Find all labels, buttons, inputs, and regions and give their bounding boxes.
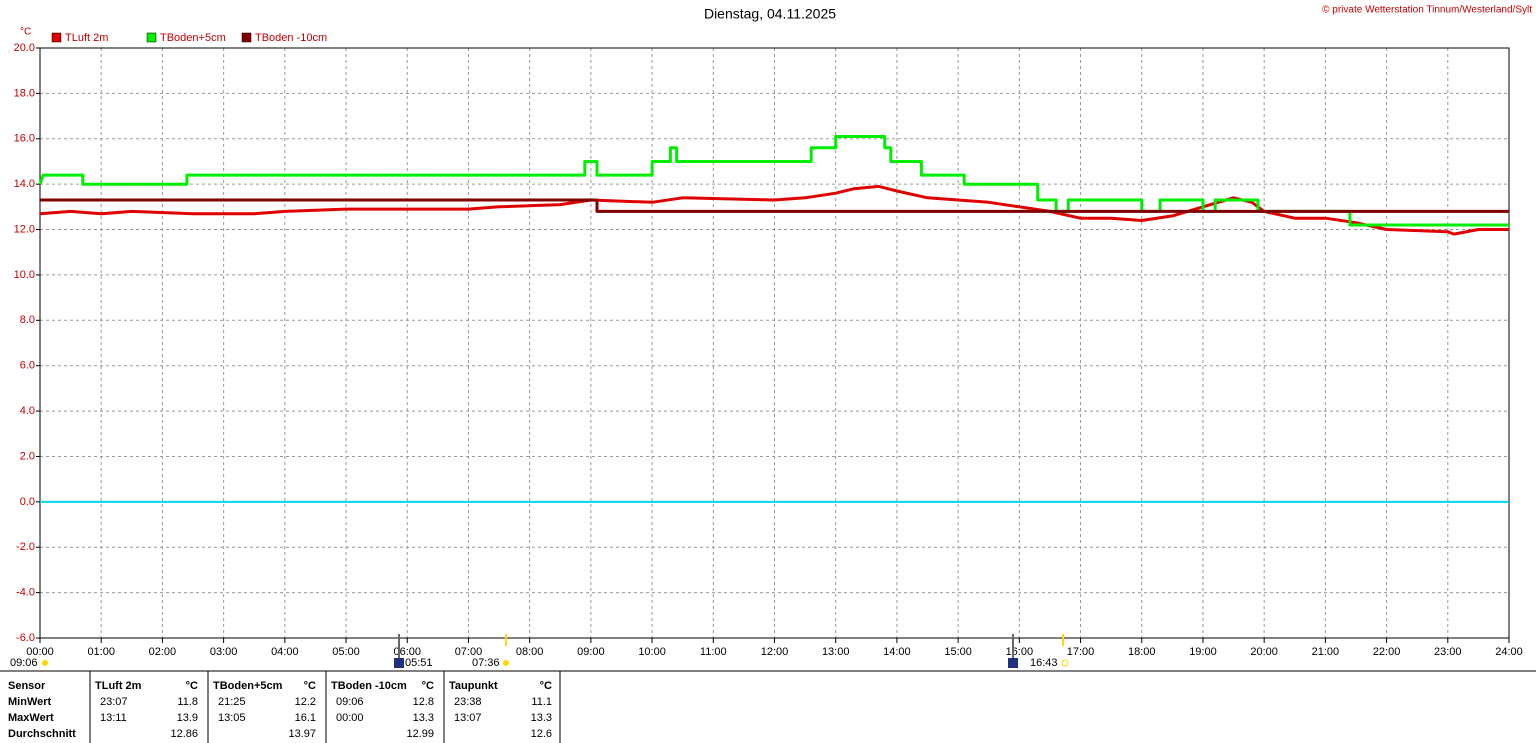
table-cell: 12.8	[413, 696, 434, 708]
x-tick-label: 16:00	[1006, 646, 1034, 658]
table-header: °C	[304, 680, 316, 692]
x-tick-label: 15:00	[944, 646, 972, 658]
y-tick-label: -4.0	[16, 587, 35, 599]
x-tick-label: 23:00	[1434, 646, 1462, 658]
row-label: Durchschnitt	[8, 728, 76, 740]
x-tick-label: 24:00	[1495, 646, 1523, 658]
table-cell: 13:05	[218, 712, 246, 724]
x-tick-label: 05:00	[332, 646, 360, 658]
y-tick-label: 16.0	[14, 133, 35, 145]
annotation: 16:43	[1030, 657, 1058, 669]
table-cell: 13.3	[413, 712, 434, 724]
legend-label: TBoden+5cm	[160, 32, 226, 44]
x-tick-label: 07:00	[455, 646, 483, 658]
y-tick-label: 12.0	[14, 223, 35, 235]
table-cell: 12.2	[295, 696, 316, 708]
annotation: 05:51	[405, 657, 433, 669]
sun-icon	[42, 660, 48, 666]
table-cell: 12.99	[406, 728, 434, 740]
table-cell: 23:38	[454, 696, 482, 708]
table-header: °C	[186, 680, 198, 692]
table-header: °C	[540, 680, 552, 692]
table-cell: 13.97	[288, 728, 316, 740]
row-label: MaxWert	[8, 712, 54, 724]
x-tick-label: 04:00	[271, 646, 299, 658]
sun-icon	[503, 660, 509, 666]
plot-border	[39, 47, 1510, 639]
x-tick-label: 08:00	[516, 646, 544, 658]
y-tick-label: 18.0	[14, 87, 35, 99]
table-header: °C	[422, 680, 434, 692]
x-tick-label: 17:00	[1067, 646, 1095, 658]
table-header: Sensor	[8, 680, 46, 692]
y-tick-label: 20.0	[14, 42, 35, 54]
table-cell: 11.1	[531, 696, 552, 708]
legend-label: TBoden -10cm	[255, 32, 327, 44]
y-tick-label: 8.0	[20, 314, 35, 326]
table-header: TBoden+5cm	[213, 680, 283, 692]
moon-icon	[1008, 658, 1018, 668]
y-tick-label: 10.0	[14, 269, 35, 281]
table-cell: 13:07	[454, 712, 482, 724]
legend-swatch	[51, 32, 62, 43]
chart-title: Dienstag, 04.11.2025	[704, 6, 836, 22]
y-axis-label: °C	[20, 27, 31, 38]
x-tick-label: 11:00	[700, 646, 727, 658]
table-header: TLuft 2m	[95, 680, 142, 692]
table-header: TBoden -10cm	[331, 680, 407, 692]
annotation: 09:06	[10, 657, 38, 669]
y-tick-label: 2.0	[20, 450, 35, 462]
x-tick-label: 18:00	[1128, 646, 1156, 658]
table-cell: 11.8	[177, 696, 198, 708]
x-tick-label: 21:00	[1312, 646, 1340, 658]
x-tick-label: 01:00	[87, 646, 115, 658]
x-tick-label: 13:00	[822, 646, 850, 658]
copyright: © private Wetterstation Tinnum/Westerlan…	[1322, 5, 1532, 16]
series-line	[38, 135, 1509, 227]
y-tick-label: 4.0	[20, 405, 35, 417]
x-tick-label: 20:00	[1250, 646, 1278, 658]
x-tick-label: 12:00	[761, 646, 789, 658]
table-cell: 12.6	[531, 728, 552, 740]
table-header: Taupunkt	[449, 680, 498, 692]
table-cell: 09:06	[336, 696, 364, 708]
x-tick-label: 10:00	[638, 646, 666, 658]
annotation: 07:36	[472, 657, 500, 669]
x-tick-label: 06:00	[393, 646, 421, 658]
table-cell: 12.86	[170, 728, 198, 740]
x-tick-label: 14:00	[883, 646, 911, 658]
row-label: MinWert	[8, 696, 52, 708]
table-cell: 13.3	[531, 712, 552, 724]
table-cell: 13.9	[177, 712, 198, 724]
x-tick-label: 09:00	[577, 646, 605, 658]
table-cell: 16.1	[295, 712, 316, 724]
x-tick-label: 00:00	[26, 646, 54, 658]
series-line	[39, 184, 1509, 236]
y-tick-label: 14.0	[14, 178, 35, 190]
y-tick-label: -6.0	[16, 632, 35, 644]
table-cell: 13:11	[100, 712, 127, 724]
table-cell: 21:25	[218, 696, 246, 708]
y-tick-label: 6.0	[20, 360, 35, 372]
legend-swatch	[241, 32, 252, 43]
legend-swatch	[146, 32, 157, 43]
moon-icon	[394, 658, 404, 668]
x-tick-label: 03:00	[210, 646, 238, 658]
x-tick-label: 22:00	[1373, 646, 1401, 658]
y-tick-label: -2.0	[16, 541, 35, 553]
x-tick-label: 02:00	[149, 646, 177, 658]
y-tick-label: 0.0	[20, 496, 35, 508]
series-line	[40, 198, 1509, 213]
table-cell: 00:00	[336, 712, 364, 724]
x-tick-label: 19:00	[1189, 646, 1217, 658]
table-cell: 23:07	[100, 696, 128, 708]
sun-icon	[1061, 659, 1069, 667]
legend-label: TLuft 2m	[65, 32, 108, 44]
